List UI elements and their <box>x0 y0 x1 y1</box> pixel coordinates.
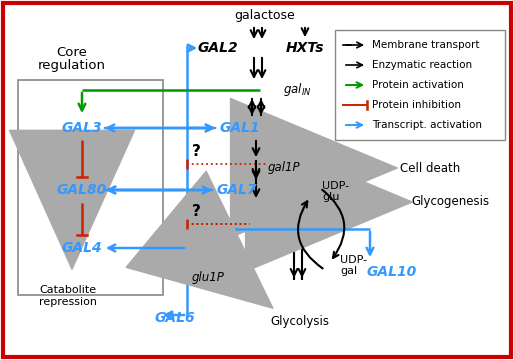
Text: Catabolite: Catabolite <box>40 285 97 295</box>
Text: GAL7: GAL7 <box>217 183 258 197</box>
Text: UDP-: UDP- <box>322 181 349 191</box>
Text: ?: ? <box>192 204 201 220</box>
Text: glu1P: glu1P <box>192 271 225 284</box>
Text: ?: ? <box>192 144 201 159</box>
Text: Glycolysis: Glycolysis <box>270 315 329 328</box>
Text: GAL3: GAL3 <box>62 121 102 135</box>
Text: GAL4: GAL4 <box>62 241 102 255</box>
Text: Protein activation: Protein activation <box>372 80 464 90</box>
Text: Cell death: Cell death <box>400 162 460 175</box>
Text: HXTs: HXTs <box>286 41 324 55</box>
Text: GAL2: GAL2 <box>198 41 238 55</box>
Text: GAL80: GAL80 <box>57 183 107 197</box>
Text: gal$_{IN}$: gal$_{IN}$ <box>283 81 311 99</box>
Text: Transcript. activation: Transcript. activation <box>372 120 482 130</box>
Text: Core: Core <box>57 45 87 58</box>
Text: gal: gal <box>340 266 357 276</box>
Text: Protein inhibition: Protein inhibition <box>372 100 461 110</box>
Text: Enzymatic reaction: Enzymatic reaction <box>372 60 472 70</box>
Text: repression: repression <box>39 297 97 307</box>
Text: GAL1: GAL1 <box>219 121 260 135</box>
Text: regulation: regulation <box>38 58 106 72</box>
Text: Glycogenesis: Glycogenesis <box>411 195 489 208</box>
Text: Membrane transport: Membrane transport <box>372 40 480 50</box>
Text: glu: glu <box>322 192 339 202</box>
Bar <box>18 80 163 295</box>
Text: GAL10: GAL10 <box>367 265 417 279</box>
Text: UDP-: UDP- <box>340 255 367 265</box>
Text: GAL6: GAL6 <box>155 311 195 325</box>
Text: gal1P: gal1P <box>268 162 301 175</box>
Text: galactose: galactose <box>234 9 296 22</box>
Bar <box>335 30 505 140</box>
